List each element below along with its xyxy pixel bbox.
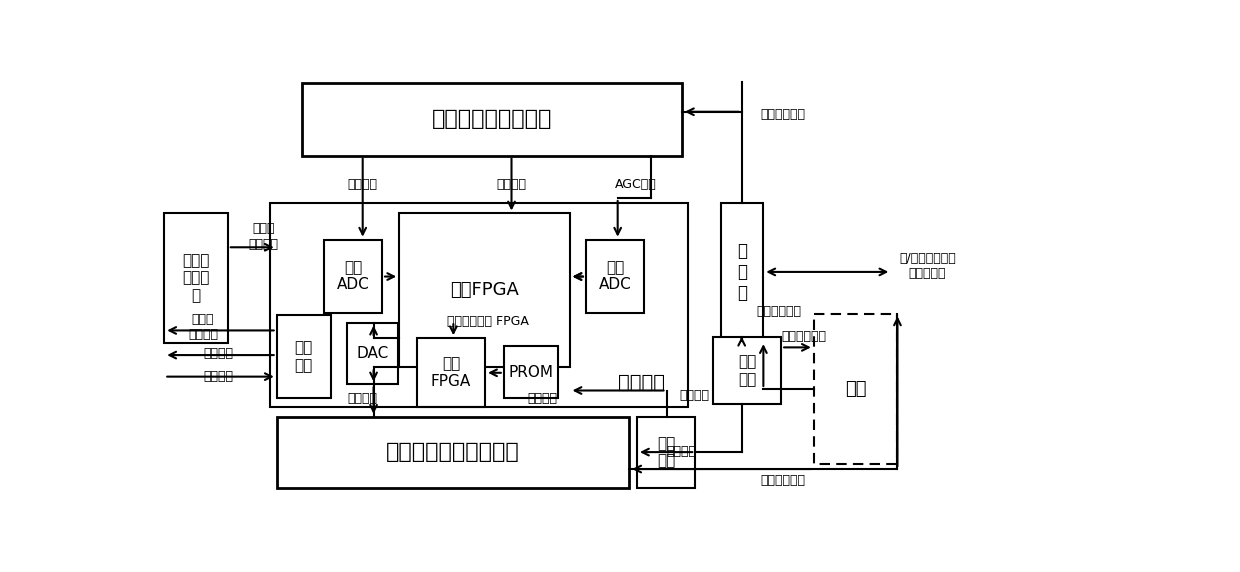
Bar xyxy=(277,315,331,398)
Text: 下行射频信号: 下行射频信号 xyxy=(760,474,805,487)
Bar xyxy=(713,336,781,404)
Bar xyxy=(417,338,485,407)
Text: 本振信号: 本振信号 xyxy=(527,392,558,405)
Text: 接口
电路: 接口 电路 xyxy=(295,340,312,373)
Bar xyxy=(399,213,569,367)
Text: AGC遥测: AGC遥测 xyxy=(615,178,656,190)
Bar xyxy=(587,240,644,313)
Bar xyxy=(503,346,558,398)
Text: 卫星遥控: 卫星遥控 xyxy=(203,370,233,383)
Bar xyxy=(347,323,398,384)
Text: 监控
FPGA: 监控 FPGA xyxy=(432,356,471,389)
Text: 上行射频信号: 上行射频信号 xyxy=(760,108,805,121)
Text: 本振信号: 本振信号 xyxy=(667,445,697,458)
Bar xyxy=(720,202,764,341)
Text: 中频信号: 中频信号 xyxy=(347,392,378,405)
Text: 引导监控处理 FPGA: 引导监控处理 FPGA xyxy=(448,315,529,328)
Text: 中频信号: 中频信号 xyxy=(347,178,378,190)
Bar xyxy=(164,213,228,343)
Text: 自校
模块: 自校 模块 xyxy=(738,354,756,387)
Text: 应答机
遥控指令: 应答机 遥控指令 xyxy=(248,223,279,251)
Text: 处理FPGA: 处理FPGA xyxy=(450,281,518,299)
Text: 双
工
器: 双 工 器 xyxy=(737,242,746,301)
Text: 低速
ADC: 低速 ADC xyxy=(599,260,631,292)
Text: 下行射频信号: 下行射频信号 xyxy=(781,330,826,343)
Text: 卫星遥测: 卫星遥测 xyxy=(203,347,233,360)
Bar xyxy=(813,313,898,464)
Text: 下行射频信号: 下行射频信号 xyxy=(756,305,801,319)
Text: 应答机
状态遥测: 应答机 状态遥测 xyxy=(188,312,218,340)
Text: 高速
ADC: 高速 ADC xyxy=(336,260,370,292)
Bar xyxy=(303,82,682,156)
Text: 数字基带: 数字基带 xyxy=(618,374,665,392)
Text: 功放: 功放 xyxy=(844,380,867,398)
Text: 晶振
电路: 晶振 电路 xyxy=(657,436,676,468)
Text: PROM: PROM xyxy=(508,364,553,379)
Bar xyxy=(277,416,629,487)
Text: 发射通道（射频调制）: 发射通道（射频调制） xyxy=(386,442,520,462)
Bar xyxy=(324,240,382,313)
Text: 本振信号: 本振信号 xyxy=(680,390,709,402)
Text: DAC: DAC xyxy=(356,346,388,361)
Text: 电源与
指令处
理: 电源与 指令处 理 xyxy=(182,253,210,303)
Text: 本振信号: 本振信号 xyxy=(496,178,527,190)
Bar xyxy=(270,204,688,407)
Bar xyxy=(637,416,696,487)
Text: 接收通道（下变频）: 接收通道（下变频） xyxy=(432,109,552,129)
Text: 上/下行射频信号
（去天线）: 上/下行射频信号 （去天线） xyxy=(899,252,956,280)
